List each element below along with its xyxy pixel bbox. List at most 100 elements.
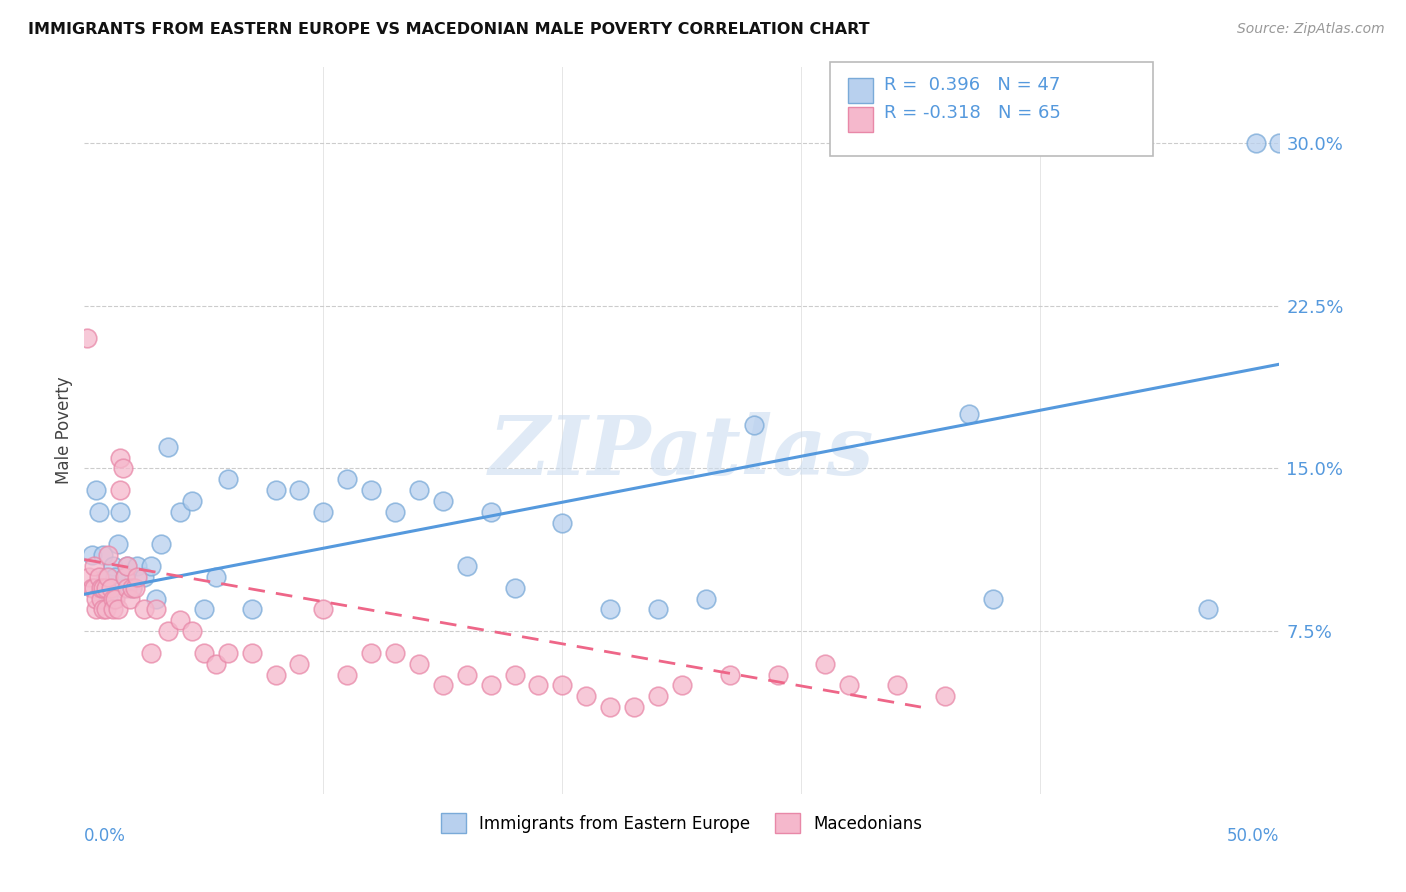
Point [205, 570, 228, 584]
Point [132, 570, 156, 584]
Point [623, 700, 645, 714]
Point [264, 667, 287, 681]
Point [104, 591, 127, 606]
Point [384, 505, 406, 519]
Point [110, 505, 132, 519]
Point [169, 613, 191, 627]
Point [599, 700, 621, 714]
Point [957, 407, 980, 421]
Point [886, 678, 908, 692]
Point [814, 657, 837, 671]
Point [110, 483, 132, 497]
Point [240, 602, 263, 616]
Point [121, 581, 143, 595]
Point [181, 494, 204, 508]
Point [101, 591, 124, 606]
Point [83, 559, 105, 574]
Point [288, 483, 311, 497]
Point [742, 417, 765, 432]
Point [1197, 602, 1219, 616]
Point [121, 581, 143, 595]
Point [86, 483, 108, 497]
Point [86, 591, 108, 606]
Point [87, 505, 110, 519]
Point [110, 450, 132, 465]
Point [97, 591, 120, 606]
Point [312, 602, 335, 616]
Point [264, 483, 287, 497]
Point [503, 581, 526, 595]
Y-axis label: Male Poverty: Male Poverty [55, 376, 73, 484]
Point [93, 602, 115, 616]
Point [479, 678, 502, 692]
Point [408, 483, 430, 497]
Point [1244, 136, 1267, 150]
Text: R = -0.318   N = 65: R = -0.318 N = 65 [884, 104, 1062, 122]
Text: ZIPatlas: ZIPatlas [489, 412, 875, 492]
Point [124, 581, 146, 595]
Point [217, 472, 239, 486]
Text: 50.0%: 50.0% [1227, 827, 1279, 845]
Point [145, 591, 167, 606]
Point [503, 667, 526, 681]
Point [100, 581, 122, 595]
Point [101, 602, 124, 616]
Point [647, 690, 669, 704]
Text: 0.0%: 0.0% [84, 827, 127, 845]
Point [671, 678, 693, 692]
Point [77, 570, 100, 584]
Point [107, 537, 129, 551]
Point [384, 646, 406, 660]
Point [93, 548, 115, 562]
Point [551, 516, 574, 530]
Text: R =  0.396   N = 47: R = 0.396 N = 47 [884, 76, 1060, 94]
Point [114, 570, 136, 584]
Point [456, 667, 478, 681]
Point [111, 461, 134, 475]
Point [432, 678, 454, 692]
Point [695, 591, 717, 606]
Point [575, 690, 598, 704]
Point [838, 678, 860, 692]
Point [157, 440, 180, 454]
Point [551, 678, 574, 692]
Point [149, 537, 172, 551]
Point [205, 657, 228, 671]
Point [94, 602, 117, 616]
Point [97, 570, 120, 584]
Point [125, 570, 148, 584]
Point [80, 548, 103, 562]
Point [93, 581, 115, 595]
Point [76, 331, 98, 345]
Point [141, 559, 163, 574]
Point [193, 646, 215, 660]
Point [97, 548, 120, 562]
Point [94, 581, 117, 595]
Point [169, 505, 191, 519]
Point [1268, 136, 1291, 150]
Point [336, 667, 359, 681]
Point [86, 602, 108, 616]
Text: Source: ZipAtlas.com: Source: ZipAtlas.com [1237, 22, 1385, 37]
Point [193, 602, 215, 616]
Point [599, 602, 621, 616]
Point [479, 505, 502, 519]
Point [432, 494, 454, 508]
Point [527, 678, 550, 692]
Point [94, 570, 117, 584]
Point [104, 570, 127, 584]
Point [141, 646, 163, 660]
Point [90, 581, 112, 595]
Point [117, 581, 139, 595]
Point [114, 570, 136, 584]
Point [107, 602, 129, 616]
Point [145, 602, 167, 616]
Point [117, 559, 139, 574]
Point [934, 690, 956, 704]
Point [981, 591, 1004, 606]
Point [217, 646, 239, 660]
Text: IMMIGRANTS FROM EASTERN EUROPE VS MACEDONIAN MALE POVERTY CORRELATION CHART: IMMIGRANTS FROM EASTERN EUROPE VS MACEDO… [28, 22, 870, 37]
Legend: Immigrants from Eastern Europe, Macedonians: Immigrants from Eastern Europe, Macedoni… [434, 806, 929, 840]
Point [157, 624, 180, 639]
Point [240, 646, 263, 660]
